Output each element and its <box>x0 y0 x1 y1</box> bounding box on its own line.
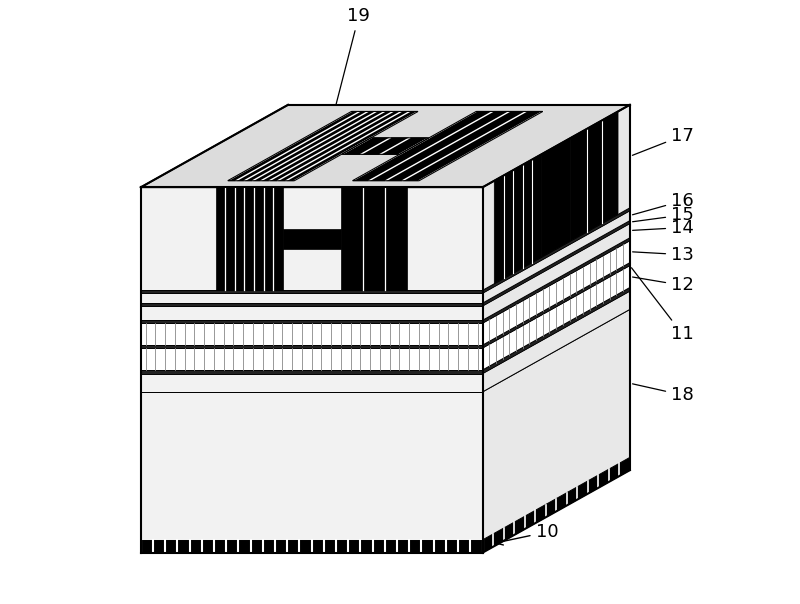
Polygon shape <box>482 457 630 553</box>
Polygon shape <box>228 111 418 181</box>
Polygon shape <box>141 392 482 540</box>
Polygon shape <box>141 320 482 323</box>
Text: 18: 18 <box>633 384 694 404</box>
Polygon shape <box>141 291 482 294</box>
Polygon shape <box>141 348 482 370</box>
Polygon shape <box>482 309 630 540</box>
Text: 16: 16 <box>633 192 694 215</box>
Text: 19: 19 <box>323 7 370 156</box>
Polygon shape <box>141 303 482 306</box>
Polygon shape <box>482 223 630 320</box>
Polygon shape <box>482 266 630 370</box>
Polygon shape <box>542 138 571 257</box>
Polygon shape <box>482 208 630 294</box>
Polygon shape <box>216 187 282 291</box>
Text: 12: 12 <box>633 277 694 294</box>
Polygon shape <box>141 306 482 320</box>
Text: 13: 13 <box>633 246 694 264</box>
Text: 10: 10 <box>495 523 558 545</box>
Polygon shape <box>482 220 630 306</box>
Polygon shape <box>482 211 630 303</box>
Polygon shape <box>282 228 341 249</box>
Polygon shape <box>482 288 630 374</box>
Polygon shape <box>141 374 482 392</box>
Polygon shape <box>141 187 482 291</box>
Polygon shape <box>141 323 482 345</box>
Polygon shape <box>494 155 542 284</box>
Polygon shape <box>482 241 630 345</box>
Polygon shape <box>141 370 482 374</box>
Polygon shape <box>571 111 618 241</box>
Text: 11: 11 <box>631 268 694 343</box>
Polygon shape <box>141 345 482 348</box>
Polygon shape <box>482 263 630 348</box>
Text: 14: 14 <box>633 219 694 237</box>
Polygon shape <box>482 291 630 392</box>
Polygon shape <box>141 105 630 187</box>
Text: 15: 15 <box>633 206 694 224</box>
Polygon shape <box>482 238 630 323</box>
Polygon shape <box>482 105 630 291</box>
Polygon shape <box>342 138 429 155</box>
Text: 17: 17 <box>633 127 694 155</box>
Polygon shape <box>353 111 543 181</box>
Polygon shape <box>141 294 482 303</box>
Polygon shape <box>341 187 407 291</box>
Polygon shape <box>141 540 482 553</box>
